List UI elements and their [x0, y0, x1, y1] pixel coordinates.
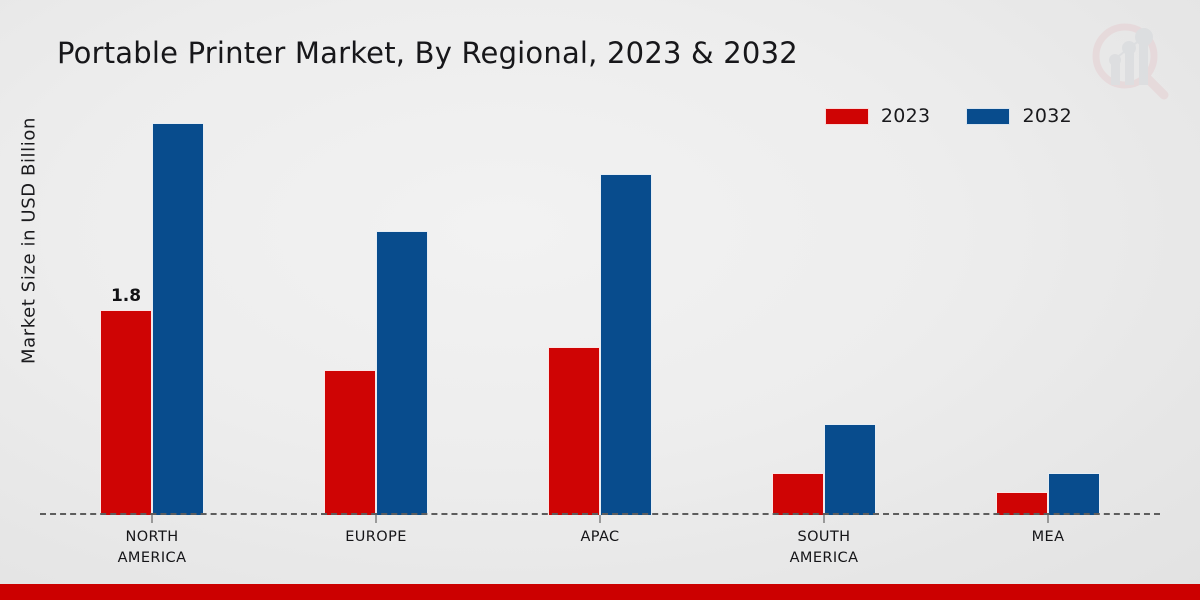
bar-2032[interactable]: [600, 174, 652, 515]
legend-item-2032[interactable]: 2032: [966, 105, 1072, 127]
chart-title: Portable Printer Market, By Regional, 20…: [57, 36, 798, 70]
chart-legend: 2023 2032: [824, 105, 1072, 127]
x-axis-category-label: EUROPE: [345, 529, 407, 545]
x-axis-category-label: APAC: [580, 529, 620, 545]
bar-group: 1.8 NORTH AMERICA: [40, 123, 264, 566]
bar-2023[interactable]: [548, 347, 600, 515]
bar-2023[interactable]: [996, 492, 1048, 515]
bar-pair: [324, 231, 428, 515]
x-axis-category-label: MEA: [1031, 529, 1065, 545]
legend-label-2032: 2032: [1022, 105, 1072, 127]
bar-2032[interactable]: [376, 231, 428, 515]
legend-label-2023: 2023: [880, 105, 931, 127]
x-axis-baseline: [40, 513, 1160, 515]
watermark-logo-icon: [1082, 12, 1178, 104]
x-axis-tick: [599, 515, 601, 523]
legend-swatch-2032: [966, 107, 1011, 125]
bar-pair: [548, 174, 652, 515]
x-axis-tick: [151, 515, 153, 523]
bar-group: MEA: [936, 140, 1160, 545]
bar-value-label: 1.8: [110, 286, 142, 306]
bar-2032[interactable]: [152, 123, 204, 515]
legend-swatch-2023: [824, 107, 869, 125]
bar-pair: [996, 473, 1100, 515]
bar-group: EUROPE: [264, 140, 488, 545]
plot-area: 1.8 NORTH AMERICA EUROPE APAC SOUTH AMERICA MEA: [40, 123, 1160, 566]
bar-group: APAC: [488, 140, 712, 545]
x-axis-category-label: SOUTH AMERICA: [789, 529, 859, 566]
bar-2023[interactable]: 1.8: [100, 286, 152, 515]
x-axis-tick: [375, 515, 377, 523]
x-axis-tick: [1047, 515, 1049, 523]
legend-item-2023[interactable]: 2023: [824, 105, 931, 127]
x-axis-category-label: NORTH AMERICA: [117, 529, 187, 566]
x-axis-tick: [823, 515, 825, 523]
bar-2032[interactable]: [1048, 473, 1100, 515]
bar-groups: 1.8 NORTH AMERICA EUROPE APAC SOUTH AMERICA MEA: [40, 123, 1160, 566]
bar-group: SOUTH AMERICA: [712, 140, 936, 566]
bar-2023[interactable]: [324, 370, 376, 515]
bar-2032[interactable]: [824, 424, 876, 515]
y-axis-title: Market Size in USD Billion: [18, 117, 40, 364]
bar-2023[interactable]: [772, 473, 824, 515]
bar-pair: [772, 424, 876, 515]
footer-accent-bar: [0, 584, 1200, 600]
bar-pair: 1.8: [100, 123, 204, 515]
